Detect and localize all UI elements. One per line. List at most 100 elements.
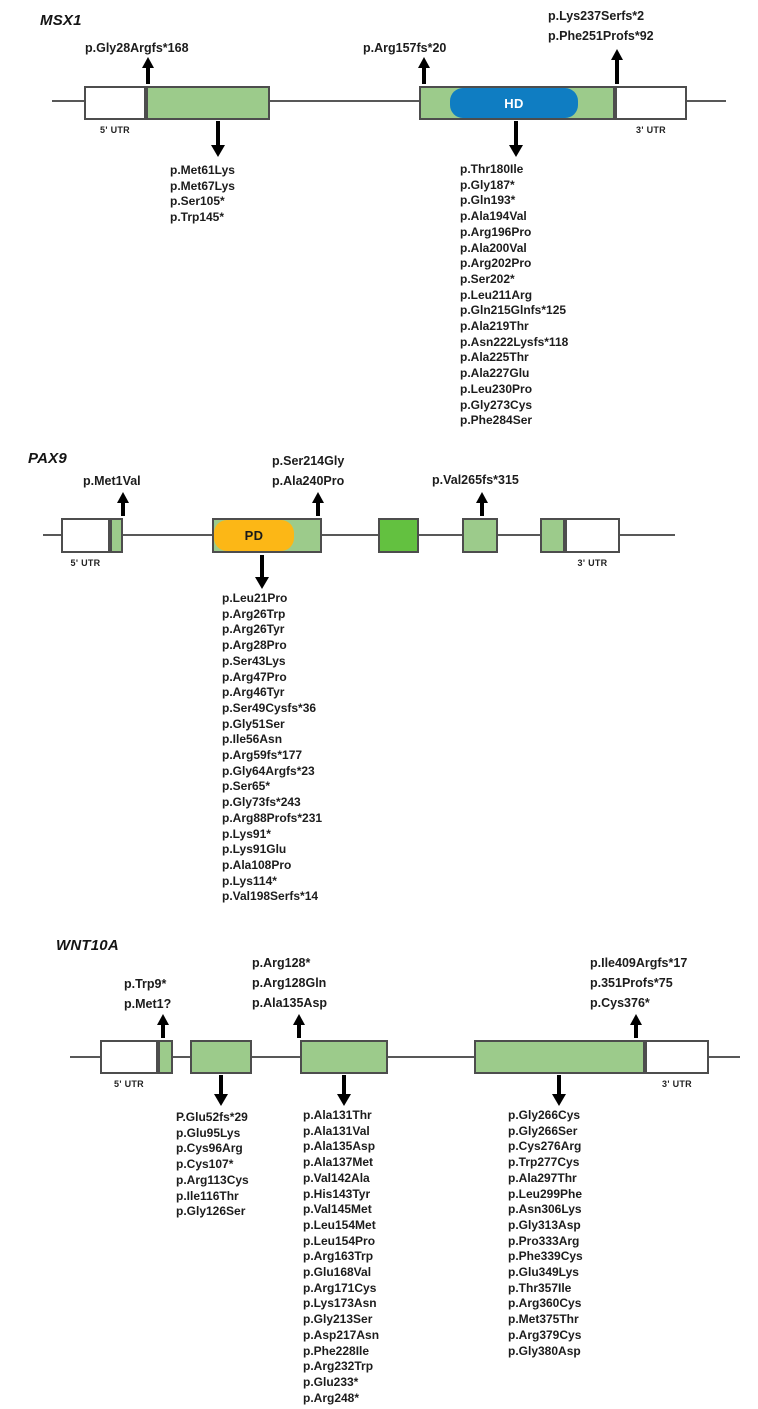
arrow-shaft — [634, 1023, 638, 1038]
mutation-list-item: p.Val142Ala — [303, 1170, 370, 1185]
mutation-label: p.Phe251Profs*92 — [548, 29, 654, 43]
mutation-list-item: p.Arg360Cys — [508, 1296, 582, 1311]
utr5-box — [61, 518, 110, 553]
arrow-shaft — [422, 66, 426, 84]
arrow-shaft — [342, 1075, 346, 1096]
mutation-arrow-down — [551, 1075, 567, 1106]
mutation-list-item: p.Gln215Glnfs*125 — [460, 303, 567, 318]
exon-box: PD — [212, 518, 322, 553]
mutation-label-group: p.Arg128* p.Arg128Gln p.Ala135Asp — [252, 953, 327, 1013]
mutation-list-item: p.Gly187* — [460, 177, 515, 192]
mutation-list-item: p.Leu299Phe — [508, 1186, 583, 1201]
exon-box — [190, 1040, 252, 1074]
mutation-list-item: p.Asp217Asn — [303, 1327, 380, 1342]
mutation-label-group: p.Ser214Gly p.Ala240Pro — [272, 451, 344, 491]
arrow-head — [214, 1094, 228, 1106]
mutation-list-item: p.Thr357Ile — [508, 1280, 572, 1295]
exon-box — [300, 1040, 388, 1074]
mutation-list-item: p.Glu95Lys — [176, 1125, 241, 1140]
mutation-arrow-up — [140, 57, 156, 84]
exon-box — [146, 86, 270, 120]
mutation-list-item: p.Glu349Lys — [508, 1265, 579, 1280]
exon-box — [378, 518, 419, 553]
utr5-box — [84, 86, 146, 120]
mutation-list-item: p.Gly64Argfs*23 — [222, 763, 315, 778]
arrow-shaft — [297, 1023, 301, 1038]
mutation-label: p.Met1? — [124, 997, 172, 1011]
mutation-list-item: p.Phe339Cys — [508, 1249, 583, 1264]
mutation-label: p.Ile409Argfs*17 — [590, 956, 688, 970]
arrow-shaft — [316, 501, 320, 516]
mutation-list-item: p.Glu168Val — [303, 1265, 372, 1280]
arrow-head — [509, 145, 523, 157]
mutation-list-item: p.Ala108Pro — [222, 857, 292, 872]
utr3-label: 3' UTR — [662, 1079, 692, 1089]
mutation-list-item: p.Ala219Thr — [460, 319, 529, 334]
intron-line — [43, 534, 675, 536]
mutation-label: p.Val265fs*315 — [432, 473, 519, 487]
mutation-list-item: p.Thr180Ile — [460, 162, 524, 176]
mutation-list-item: p.Gly313Asp — [508, 1217, 581, 1232]
mutation-arrow-down — [508, 121, 524, 157]
mutation-label-group: p.Arg157fs*20 — [363, 38, 446, 58]
mutation-list-item: p.Leu21Pro — [222, 591, 288, 605]
mutation-list-item: p.Trp277Cys — [508, 1155, 580, 1170]
mutation-list-item: p.Trp145* — [170, 210, 225, 225]
mutation-list-item: p.Ser43Lys — [222, 653, 286, 668]
mutation-arrow-down — [254, 555, 270, 589]
mutation-list-item: p.Met375Thr — [508, 1312, 579, 1327]
utr3-label: 3' UTR — [636, 125, 666, 135]
mutation-list-item: p.Gly273Cys — [460, 397, 533, 412]
mutation-list-item: p.Gly126Ser — [176, 1204, 246, 1219]
gene-title: MSX1 — [40, 12, 82, 29]
mutation-list-item: p.Phe228Ile — [303, 1343, 370, 1358]
mutation-list-item: p.Arg202Pro — [460, 256, 532, 271]
mutation-list-item: p.Ser49Cysfs*36 — [222, 700, 317, 715]
mutation-list-item: p.Ala297Thr — [508, 1170, 577, 1185]
mutation-list-item: p.Val145Met — [303, 1202, 372, 1217]
mutation-list-item: p.Gly73fs*243 — [222, 795, 301, 810]
domain-label: PD — [244, 528, 264, 543]
arrow-shaft — [219, 1075, 223, 1096]
mutation-list-item: p.Asn222Lysfs*118 — [460, 334, 569, 349]
mutation-list-item: p.Cys96Arg — [176, 1141, 243, 1156]
mutation-list-item: p.Arg59fs*177 — [222, 748, 303, 763]
mutation-list-item: p.Ser202* — [460, 271, 515, 286]
mutation-list: p.Leu21Pro p.Arg26Trp p.Arg26Tyr p.Arg28Pro… — [222, 591, 322, 905]
mutation-arrow-down — [210, 121, 226, 157]
mutation-list-item: p.Met61Lys — [170, 163, 235, 177]
mutation-label-group: p.Lys237Serfs*2 p.Phe251Profs*92 — [548, 6, 654, 46]
mutation-list-item: p.Arg248* — [303, 1390, 360, 1405]
arrow-shaft — [557, 1075, 561, 1096]
mutation-label: p.Arg157fs*20 — [363, 41, 447, 55]
mutation-label: p.351Profs*75 — [590, 976, 673, 990]
mutation-label: p.Cys376* — [590, 996, 650, 1010]
mutation-list-item: p.Pro333Arg — [508, 1233, 580, 1248]
arrow-head — [312, 492, 324, 503]
arrow-head — [476, 492, 488, 503]
mutation-list-item: p.Ala194Val — [460, 209, 527, 224]
mutation-list-item: p.Ile116Thr — [176, 1188, 239, 1203]
mutation-list-item: p.Gly266Cys — [508, 1108, 581, 1122]
mutation-list-item: p.Ala131Thr — [303, 1108, 372, 1122]
mutation-label: p.Trp9* — [124, 977, 167, 991]
mutation-list-item: p.Val198Serfs*14 — [222, 889, 319, 904]
mutation-list-item: p.Ala225Thr — [460, 350, 529, 365]
mutation-list-item: p.Gly51Ser — [222, 716, 285, 731]
mutation-list-item: p.Ala135Asp — [303, 1139, 376, 1154]
arrow-head — [142, 57, 154, 68]
arrow-head — [611, 49, 623, 60]
mutation-list-item: p.Leu211Arg — [460, 287, 533, 302]
mutation-list-item: p.Leu154Met — [303, 1217, 376, 1232]
utr5-box — [100, 1040, 158, 1074]
mutation-list-item: p.Ala227Glu — [460, 366, 530, 381]
mutation-label: p.Ala240Pro — [272, 474, 345, 488]
mutation-list-item: p.His143Tyr — [303, 1186, 371, 1201]
mutation-label: p.Arg128Gln — [252, 976, 327, 990]
mutation-arrow-up — [628, 1014, 644, 1038]
arrow-head — [293, 1014, 305, 1025]
mutation-list-item: p.Arg26Trp — [222, 606, 286, 621]
domain-pd: PD — [214, 520, 294, 551]
utr5-label: 5' UTR — [114, 1079, 144, 1089]
